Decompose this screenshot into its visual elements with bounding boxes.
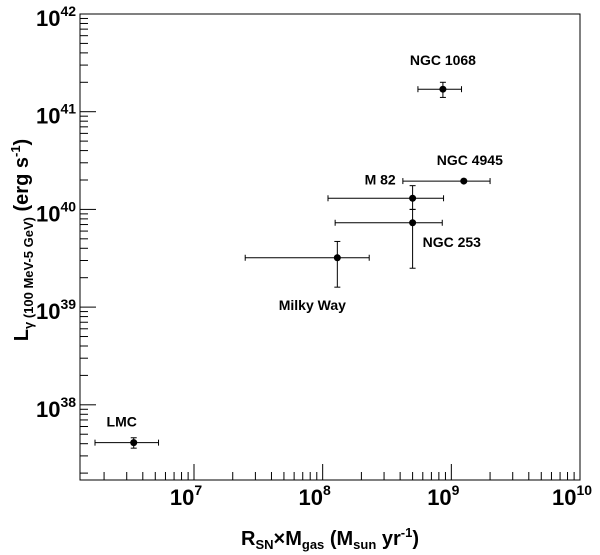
plot-axes <box>79 13 581 481</box>
x-axis-title: RSN×Mgas (Msun yr-1) <box>241 525 419 552</box>
data-point-group: M 82 <box>327 171 445 210</box>
data-points: LMC Milky Way NGC 253 M 82 NGC 4945 NGC 1068 <box>94 52 503 449</box>
y-tick-label: 1038 <box>36 394 76 422</box>
data-point <box>439 85 447 93</box>
data-point-label: NGC 4945 <box>437 152 503 168</box>
data-point-group: NGC 4945 <box>402 152 503 185</box>
data-point-group: NGC 253 <box>334 208 482 269</box>
y-tick-label: 1039 <box>36 296 76 324</box>
data-point-label: M 82 <box>365 171 396 187</box>
x-tick-label: 108 <box>299 482 331 510</box>
data-point <box>333 254 341 262</box>
data-point-label: LMC <box>107 414 137 430</box>
data-point <box>460 177 468 185</box>
y-tick-label: 1041 <box>36 101 76 129</box>
y-axis-title: Lγ (100 MeV-5 GeV) (erg s-1) <box>8 139 36 341</box>
x-tick-label: 1010 <box>552 482 592 510</box>
x-tick-label: 107 <box>170 482 202 510</box>
data-point-label: NGC 1068 <box>410 52 476 68</box>
axis-ticks <box>80 17 575 480</box>
data-point-label: NGC 253 <box>423 234 482 250</box>
x-tick-label: 109 <box>427 482 459 510</box>
plot-frame <box>79 13 581 481</box>
axis-tick-labels: 107 108 109 1010 1038 1039 1040 1041 1042 <box>36 3 592 510</box>
y-tick-label: 1040 <box>36 198 76 226</box>
data-point <box>409 194 417 202</box>
data-point <box>409 219 417 227</box>
y-tick-label: 1042 <box>36 3 76 31</box>
data-point-group: NGC 1068 <box>410 52 476 98</box>
data-point-group: LMC <box>94 414 160 449</box>
data-point <box>130 439 138 447</box>
data-point-label: Milky Way <box>279 297 346 313</box>
data-point-group: Milky Way <box>244 240 370 313</box>
